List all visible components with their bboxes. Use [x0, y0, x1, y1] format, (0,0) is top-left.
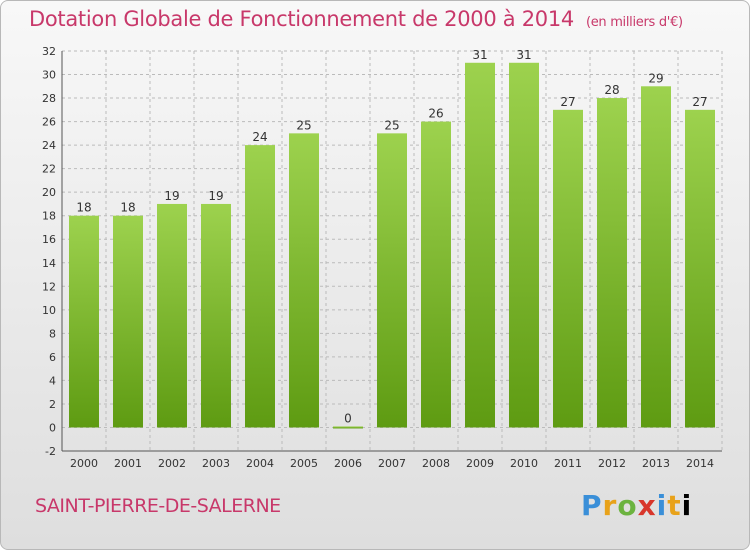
y-tick-label: 20	[42, 186, 56, 199]
x-tick-label: 2008	[422, 457, 450, 470]
x-tick-label: 2012	[598, 457, 626, 470]
bar-2000	[69, 215, 99, 428]
value-label: 18	[120, 201, 135, 215]
y-tick-label: 10	[42, 304, 56, 317]
x-tick-label: 2006	[334, 457, 362, 470]
x-tick-label: 2007	[378, 457, 406, 470]
y-tick-label: 26	[42, 116, 56, 129]
bars	[69, 62, 715, 429]
value-label: 0	[344, 411, 352, 425]
y-tick-label: 24	[42, 139, 56, 152]
y-tick-label: 4	[49, 374, 56, 387]
y-tick-label: -2	[45, 445, 56, 458]
x-tick-label: 2003	[202, 457, 230, 470]
value-label: 31	[516, 48, 531, 62]
x-tick-label: 2011	[554, 457, 582, 470]
value-label: 29	[648, 71, 663, 85]
y-tick-label: 22	[42, 163, 56, 176]
chart-title-text: Dotation Globale de Fonctionnement de 20…	[29, 7, 574, 31]
y-tick-label: 12	[42, 280, 56, 293]
value-label: 27	[692, 95, 707, 109]
y-tick-label: 2	[49, 398, 56, 411]
bar-2014	[685, 109, 715, 428]
y-tick-label: 6	[49, 351, 56, 364]
value-label: 27	[560, 95, 575, 109]
y-tick-label: 32	[42, 45, 56, 58]
bar-2013	[641, 86, 671, 428]
value-label: 19	[208, 189, 223, 203]
x-tick-label: 2004	[246, 457, 274, 470]
x-tick-label: 2010	[510, 457, 538, 470]
x-tick-label: 2009	[466, 457, 494, 470]
value-label: 25	[384, 118, 399, 132]
x-tick-label: 2001	[114, 457, 142, 470]
x-tick-label: 2000	[70, 457, 98, 470]
bar-2007	[377, 133, 407, 428]
bar-2008	[421, 121, 451, 428]
y-tick-label: 30	[42, 69, 56, 82]
value-label: 26	[428, 107, 443, 121]
value-label: 24	[252, 130, 267, 144]
bar-2011	[553, 109, 583, 428]
y-tick-label: 0	[49, 421, 56, 434]
bar-2012	[597, 98, 627, 428]
value-label: 25	[296, 118, 311, 132]
bar-2004	[245, 145, 275, 428]
bar-2003	[201, 203, 231, 428]
y-tick-label: 8	[49, 327, 56, 340]
commune-name: SAINT-PIERRE-DE-SALERNE	[35, 495, 281, 517]
bar-2009	[465, 62, 495, 428]
y-tick-label: 16	[42, 233, 56, 246]
value-label: 31	[472, 48, 487, 62]
bar-2010	[509, 62, 539, 428]
bar-2002	[157, 203, 187, 428]
x-tick-label: 2002	[158, 457, 186, 470]
value-label: 18	[76, 201, 91, 215]
y-tick-label: 18	[42, 210, 56, 223]
bar-2001	[113, 215, 143, 428]
x-tick-label: 2005	[290, 457, 318, 470]
y-tick-label: 28	[42, 92, 56, 105]
value-label: 19	[164, 189, 179, 203]
y-tick-label: 14	[42, 257, 56, 270]
value-label: 28	[604, 83, 619, 97]
chart-subtitle: (en milliers d'€)	[585, 15, 683, 30]
x-tick-label: 2013	[642, 457, 670, 470]
bar-2006	[333, 426, 363, 429]
chart-title: Dotation Globale de Fonctionnement de 20…	[29, 7, 683, 31]
data-labels: 18 18 19 19 24 25 0 25 26 31 31 27 28 29 27	[76, 48, 707, 426]
proxiti-logo: Proxiti	[581, 489, 693, 522]
bar-2005	[289, 133, 319, 428]
x-tick-label: 2014	[686, 457, 714, 470]
